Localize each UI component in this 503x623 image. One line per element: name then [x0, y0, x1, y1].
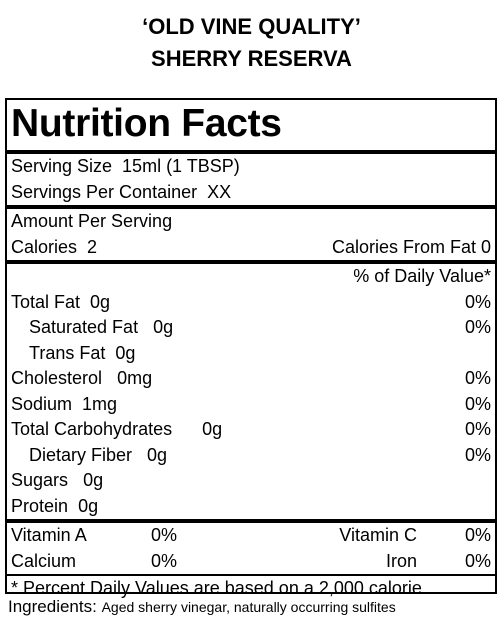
row: % of Daily Value* [7, 260, 495, 290]
row: Serving Size 15ml (1 TBSP) [7, 150, 495, 180]
nutrient-dv: 0% [464, 444, 491, 465]
footnote: * Percent Daily Values are based on a 2,… [11, 578, 422, 599]
row: Total Carbohydrates 0g 0% [7, 417, 495, 443]
nutrient-name: Dietary Fiber [29, 444, 133, 465]
row: Calories 2 Calories From Fat 0 [7, 235, 495, 261]
nutrient-name: Sodium [11, 393, 73, 414]
vitamin-name: Iron [385, 550, 417, 571]
row: Saturated Fat 0g 0% [7, 315, 495, 341]
nutrient: Cholesterol 0mg [11, 368, 152, 389]
nutrient: Protein 0g [11, 496, 98, 517]
nutrient: Total Carbohydrates 0g [11, 419, 222, 440]
nutrient-name: Sugars [11, 470, 69, 491]
product-subname: SHERRY RESERVA [151, 46, 352, 71]
serving-size: Serving Size 15ml (1 TBSP) [11, 156, 240, 177]
nutrient-name: Trans Fat [29, 342, 106, 363]
nutrition-label: Nutrition Facts Serving Size 15ml (1 TBS… [5, 98, 497, 598]
nutrient-amount: 0g [153, 317, 174, 338]
row: * Percent Daily Values are based on a 2,… [7, 574, 495, 602]
nutrient-dv: 0% [464, 291, 491, 312]
nutrient-name: Total Fat [11, 291, 81, 312]
product-name: ‘OLD VINE QUALITY’ [142, 14, 361, 39]
row: Trans Fat 0g [7, 341, 495, 367]
row: Total Fat 0g 0% [7, 290, 495, 316]
nutrient-amount: 0g [147, 444, 168, 465]
vitamin-dv: 0% [464, 550, 491, 571]
vitamin-name: Vitamin A [11, 525, 87, 546]
row: Sugars 0g [7, 468, 495, 494]
nutrient-name: Saturated Fat [29, 317, 139, 338]
nutrient-name: Cholesterol [11, 368, 103, 389]
calories-from-fat: Calories From Fat 0 [331, 236, 491, 257]
vitamin-dv: 0% [151, 525, 178, 546]
row: Cholesterol 0mg 0% [7, 366, 495, 392]
nutrient: Saturated Fat 0g [29, 317, 173, 338]
row: Vitamin A 0% Vitamin C 0% [7, 519, 495, 549]
nutrient-amount: 0g [78, 495, 99, 516]
label-title: Nutrition Facts [11, 102, 282, 145]
row: Dietary Fiber 0g 0% [7, 443, 495, 469]
nutrient: Total Fat 0g [11, 292, 110, 313]
nutrient-amount: 1mg [82, 393, 118, 414]
vitamin-name: Calcium [11, 550, 77, 571]
nutrient-dv: 0% [464, 419, 491, 440]
nutrient-dv: 0% [464, 317, 491, 338]
nutrient-name: Total Carbohydrates [11, 419, 173, 440]
nutrient-amount: 0mg [117, 368, 153, 389]
calories-label: Calories [11, 236, 78, 257]
row: Sodium 1mg 0% [7, 392, 495, 418]
nutrient-amount: 0g [115, 342, 136, 363]
row: Servings Per Container XX [7, 180, 495, 206]
ingredients-text: Aged sherry vinegar, naturally occurring… [101, 599, 396, 615]
nutrient: Dietary Fiber 0g [29, 445, 167, 466]
nutrient: Trans Fat 0g [29, 343, 135, 364]
ingredients-label: Ingredients: [8, 597, 97, 616]
ingredients: Ingredients: Aged sherry vinegar, natura… [8, 597, 396, 617]
vitamin-dv: 0% [151, 550, 178, 571]
nutrient-amount: 0g [202, 419, 223, 440]
calories: Calories 2 [11, 237, 97, 258]
calories-value: 2 [87, 236, 98, 257]
nutrient-name: Protein [11, 495, 69, 516]
nutrient: Sodium 1mg [11, 394, 117, 415]
vitamin-name: Vitamin C [339, 525, 417, 546]
nutrient-amount: 0g [90, 291, 111, 312]
nutrient-amount: 0g [83, 470, 104, 491]
vitamin-dv: 0% [464, 525, 491, 546]
nutrient: Sugars 0g [11, 470, 103, 491]
row: Calcium 0% Iron 0% [7, 549, 495, 575]
nutrient-dv: 0% [464, 368, 491, 389]
servings-per-container: Servings Per Container XX [11, 181, 232, 202]
amount-per-serving: Amount Per Serving [11, 211, 173, 232]
row: Amount Per Serving [7, 205, 495, 235]
row: Protein 0g [7, 494, 495, 520]
dv-header: % of Daily Value* [353, 266, 491, 287]
nutrient-dv: 0% [464, 393, 491, 414]
